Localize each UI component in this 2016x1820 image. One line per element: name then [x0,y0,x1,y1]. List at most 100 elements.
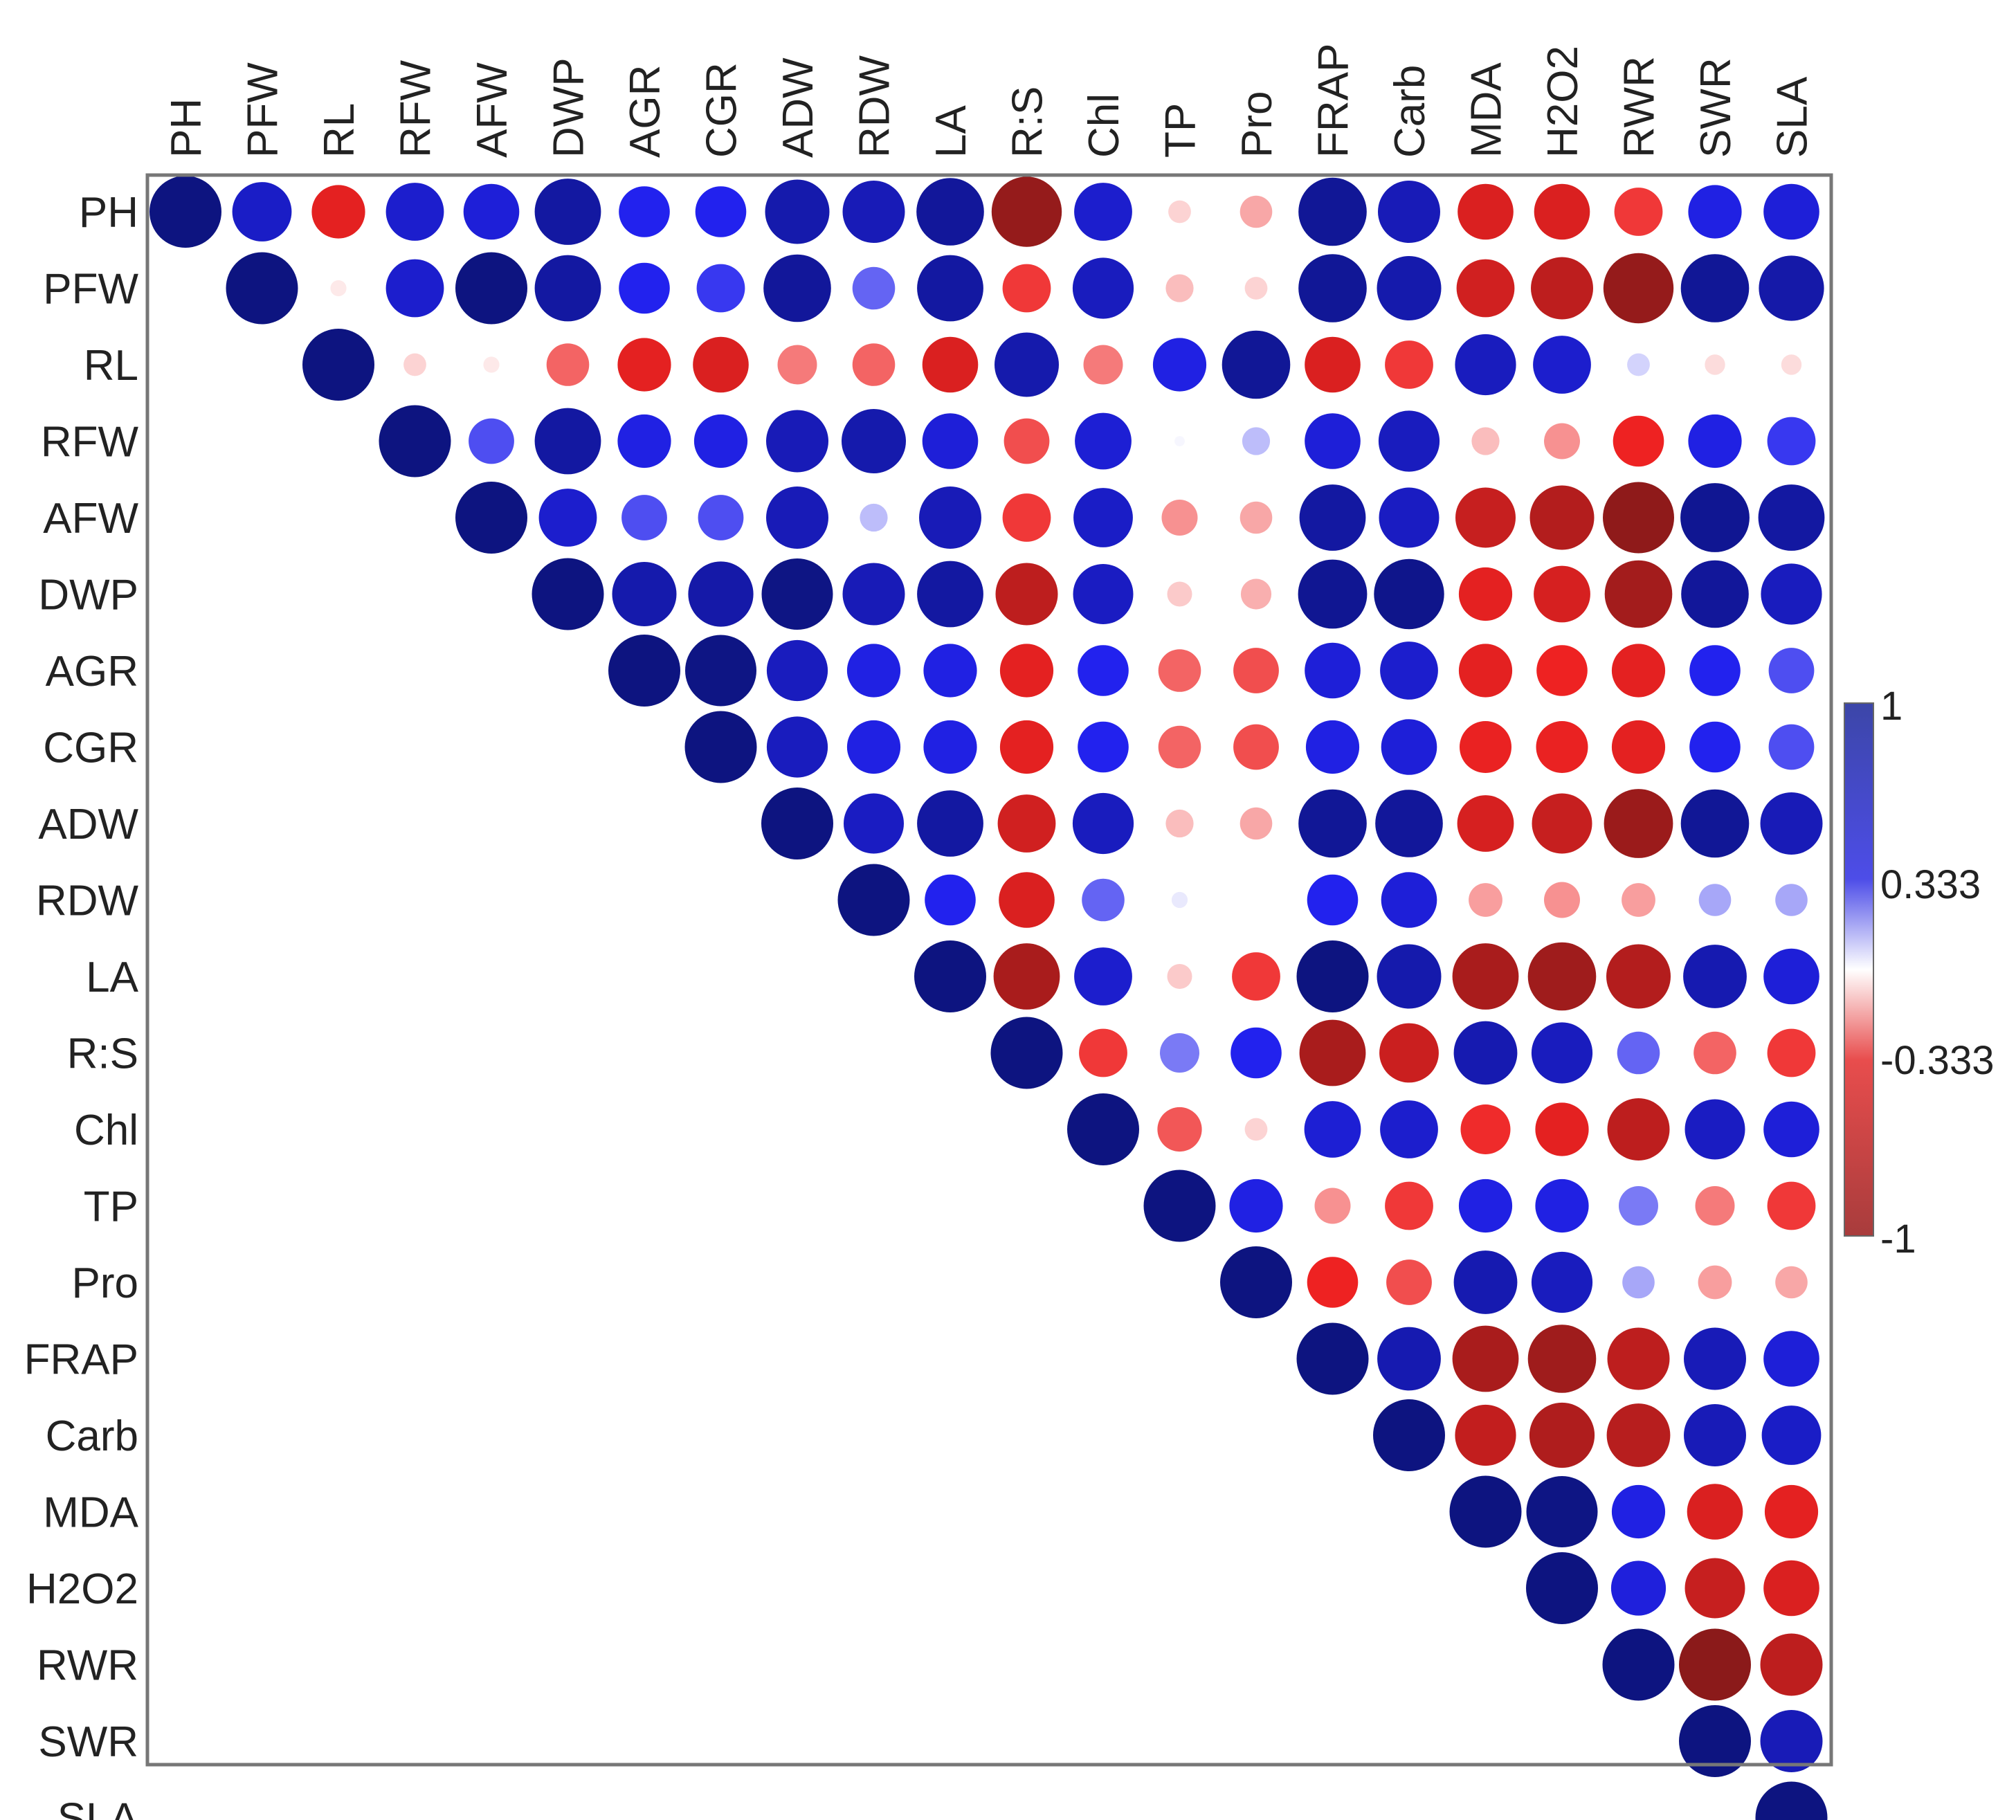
correlation-circle [1375,790,1443,857]
correlation-circle [1171,891,1188,909]
correlation-circle [1240,579,1272,610]
row-label: Carb [46,1412,138,1460]
correlation-circle [860,503,888,532]
correlation-circle [1693,1031,1736,1075]
correlation-circle [1767,417,1816,466]
correlation-circle [1688,414,1742,468]
correlation-circle [852,266,896,310]
row-label: SLA [57,1795,139,1820]
correlation-circle [1604,560,1673,628]
correlation-circle [1695,1186,1735,1226]
correlation-circle [1378,181,1440,243]
row-label: SWR [38,1718,138,1766]
correlation-circle [696,264,745,313]
correlation-circle [1611,720,1666,774]
correlation-circle [1239,501,1273,534]
correlation-circle [1536,645,1588,696]
correlation-circle [1307,1257,1359,1308]
correlation-circle [1614,188,1663,236]
column-label: TP [1157,103,1205,158]
correlation-circle [766,486,828,549]
correlation-circle [469,418,514,464]
column-label: FRAP [1310,44,1358,158]
correlation-circle [766,639,828,702]
correlation-circle [1679,1628,1751,1701]
correlation-circle [1533,336,1591,394]
correlation-circle [1684,1404,1746,1466]
column-label: AGR [621,65,669,158]
correlation-circle [1607,1327,1670,1390]
correlation-circle [1698,1265,1732,1300]
correlation-circle [1469,883,1502,917]
correlation-circle [1603,482,1674,554]
correlation-circle [1381,872,1437,928]
correlation-circle [1460,1104,1511,1154]
correlation-circle [693,414,748,468]
column-label: MDA [1463,62,1511,158]
row-label: DWP [38,572,138,619]
correlation-circle [1082,878,1125,922]
correlation-circle [766,410,828,473]
correlation-circle [1449,1475,1522,1548]
correlation-circle [1160,1033,1199,1073]
correlation-circle [455,482,527,554]
correlation-circle [765,179,830,244]
correlation-circle [1531,1022,1593,1084]
correlation-circle [385,183,444,241]
correlation-circle [684,711,757,783]
correlation-circle [1764,1484,1819,1539]
correlation-circle [1168,200,1191,224]
correlation-circle [1535,1179,1589,1233]
correlation-circle [1222,330,1291,399]
correlation-circle [698,495,744,540]
correlation-circle [608,635,680,707]
correlation-circle [1781,354,1802,375]
correlation-circle [1531,1251,1593,1313]
correlation-circle [1617,1031,1660,1075]
correlation-circle [1002,493,1051,542]
correlation-circle [993,943,1060,1010]
correlation-circle [1627,353,1650,376]
column-label: CGR [698,62,746,158]
column-label: LA [927,105,975,158]
correlation-circle [1161,500,1198,536]
correlation-circle [1239,195,1273,228]
correlation-circle [1759,255,1824,321]
correlation-circle [1775,1266,1808,1299]
row-label: Chl [74,1107,138,1154]
correlation-circle [1534,565,1590,623]
correlation-circle [1083,345,1123,385]
column-label: AFW [469,62,516,158]
correlation-circle [1002,264,1051,313]
correlation-circle [1380,641,1438,700]
correlation-circle [1314,1187,1351,1224]
correlation-circle [617,338,671,392]
correlation-circle [1684,1327,1746,1390]
column-label: PFW [239,62,287,158]
correlation-circle [1233,724,1279,770]
correlation-circle [1679,1705,1751,1777]
correlation-circle [379,405,451,477]
correlation-circle [1143,1170,1216,1242]
correlation-circle [990,1017,1063,1089]
row-label: AFW [43,495,138,543]
correlation-circle [1763,1331,1819,1387]
correlation-circle [1244,1118,1268,1141]
correlation-circle [842,563,905,626]
colorbar-tick-label: 0.333 [1880,862,1981,907]
correlation-circle [1527,942,1597,1011]
correlation-circle [1455,1404,1516,1466]
correlation-circle [852,343,896,386]
correlation-circle [923,644,977,698]
correlation-circle [1606,1403,1671,1467]
correlation-circle [1232,952,1280,1001]
column-label: RFW [392,60,440,158]
correlation-circle [1698,884,1732,916]
correlation-circle [619,186,670,237]
correlation-circle [1299,1019,1366,1086]
row-label: Pro [72,1259,138,1307]
correlation-circle [1610,1560,1667,1616]
correlation-circle [483,356,500,373]
column-label: SWR [1692,57,1740,158]
